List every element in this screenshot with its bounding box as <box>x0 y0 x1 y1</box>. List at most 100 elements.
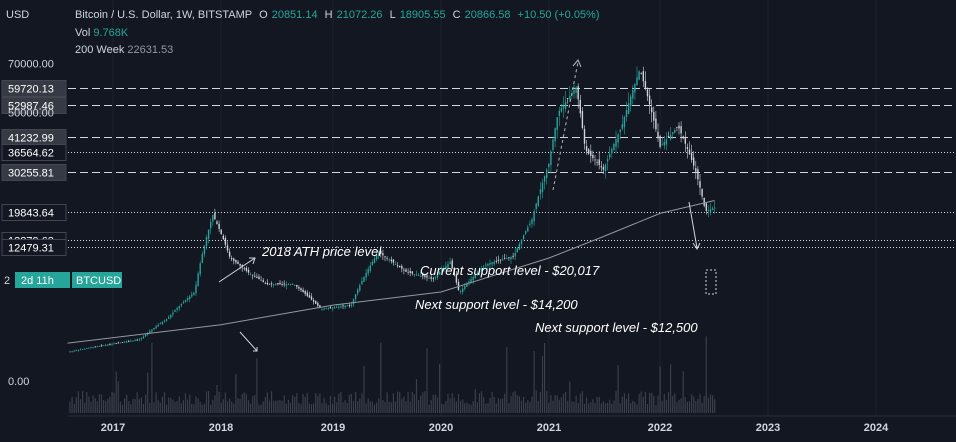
candle-body <box>132 340 134 342</box>
volume-bar <box>98 394 100 413</box>
candle-body <box>550 151 552 166</box>
candle-body <box>262 280 264 283</box>
volume-bar <box>371 401 373 413</box>
volume-bar <box>544 342 546 413</box>
candle-body <box>579 99 581 114</box>
volume-bar <box>630 402 632 413</box>
volume-bar <box>302 393 304 413</box>
candle-body <box>445 266 447 269</box>
candle-body <box>359 285 361 291</box>
candle-body <box>407 271 409 273</box>
candle-body <box>338 306 340 308</box>
candle-body <box>497 260 500 261</box>
candle-body <box>287 284 290 286</box>
candle-body <box>598 159 600 165</box>
candle-body <box>121 342 124 343</box>
change-value: +10.50 (+0.05%) <box>517 9 600 21</box>
candle-body <box>592 154 594 159</box>
candle-body <box>245 267 248 271</box>
volume-bar <box>79 399 82 413</box>
candle-body <box>424 275 426 277</box>
volume-bar <box>226 401 229 413</box>
volume-bars <box>69 336 716 413</box>
volume-bar <box>157 400 159 413</box>
volume-bar <box>659 366 661 413</box>
candle-body <box>323 308 325 310</box>
candle-body <box>214 212 216 220</box>
volume-bar <box>483 397 485 413</box>
ma-indicator[interactable]: 200 Week 22631.53 <box>75 44 173 56</box>
volume-bar <box>472 401 474 413</box>
volume-bar <box>350 393 352 413</box>
volume-bar <box>281 400 283 413</box>
candle-body <box>705 203 707 211</box>
volume-bar <box>516 395 518 413</box>
volume-bar <box>176 401 178 413</box>
volume-bar <box>323 397 325 413</box>
candle-body <box>409 271 411 273</box>
volume-bar <box>497 398 499 413</box>
volume-indicator[interactable]: Vol 9.768K <box>75 27 128 39</box>
candle-body <box>562 104 565 109</box>
candle-body <box>665 139 668 145</box>
volume-bar <box>103 399 105 413</box>
volume-bar <box>325 403 327 413</box>
candle-body <box>199 263 201 275</box>
candle-body <box>207 229 210 239</box>
volume-bar <box>495 403 497 413</box>
volume-bar <box>583 403 586 413</box>
candle-body <box>96 346 98 348</box>
volume-bar <box>268 400 271 413</box>
volume-bar <box>405 401 407 413</box>
volume-bar <box>493 396 495 413</box>
candle-body <box>369 265 371 271</box>
volume-bar <box>134 399 136 413</box>
candle-body <box>281 284 283 285</box>
candle-body <box>514 252 516 257</box>
volume-bar <box>237 398 239 413</box>
candle-body <box>302 289 304 293</box>
candle-body <box>79 349 82 351</box>
ma-value: 22631.53 <box>127 44 174 56</box>
candle-body <box>321 308 323 310</box>
candle-body <box>556 117 558 130</box>
volume-bar <box>462 399 464 413</box>
volume-bar <box>109 396 111 413</box>
volume-bar <box>550 395 552 413</box>
candle-body <box>224 237 227 245</box>
candle-body <box>483 266 485 268</box>
candle-body <box>105 344 107 346</box>
candle-body <box>249 273 252 275</box>
candle-body <box>466 283 468 287</box>
candle-body <box>537 196 539 206</box>
volume-bar <box>382 400 384 413</box>
volume-bar <box>680 398 682 413</box>
candle-body <box>375 255 378 260</box>
volume-bar <box>71 396 73 413</box>
ma200-line <box>67 200 715 344</box>
volume-bar <box>481 391 483 413</box>
candle-body <box>552 139 554 150</box>
volume-bar <box>693 396 695 413</box>
volume-bar <box>239 398 241 413</box>
candle-body <box>306 292 308 296</box>
volume-bar <box>75 397 77 413</box>
candle-body <box>140 338 143 340</box>
candle-body <box>493 261 495 265</box>
volume-bar <box>577 403 579 413</box>
candle-body <box>77 349 80 351</box>
volume-bar <box>510 395 512 413</box>
volume-bar <box>634 401 636 413</box>
candle-body <box>342 305 344 307</box>
volume-bar <box>136 392 138 413</box>
level-label-box <box>1 80 67 97</box>
volume-bar <box>338 393 340 413</box>
candle-body <box>226 245 229 251</box>
candle-body <box>688 149 691 155</box>
volume-bar <box>411 392 413 413</box>
up-dashed-arrow <box>552 61 579 191</box>
volume-bar <box>245 393 247 413</box>
candle-body <box>464 286 466 289</box>
